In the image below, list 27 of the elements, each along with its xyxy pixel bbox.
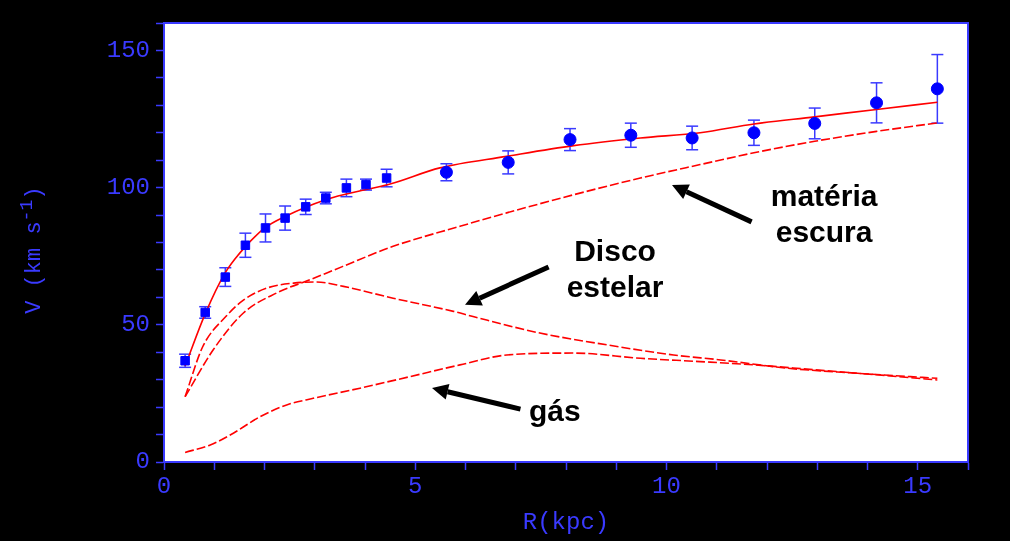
point (240, 240, 251, 250)
point (341, 183, 352, 193)
point (747, 126, 761, 140)
y-tick-label: 100 (106, 173, 150, 201)
point (280, 213, 290, 223)
y-tick-label: 150 (106, 36, 150, 64)
point (260, 223, 271, 233)
x-tick-label: 5 (408, 472, 423, 500)
annotation: gás (528, 394, 581, 428)
point (870, 96, 884, 110)
point (381, 173, 392, 183)
point (300, 202, 311, 212)
point (685, 131, 699, 145)
y-tick-label: 0 (135, 448, 150, 476)
point (930, 82, 944, 96)
x-tick-label: 15 (903, 472, 933, 500)
x-axis-title: R(kpc) (522, 508, 610, 536)
y-tick-label: 50 (121, 311, 150, 339)
annotation: Disco estelar (566, 234, 664, 304)
point (563, 133, 577, 147)
point (624, 128, 638, 142)
point (808, 116, 822, 130)
point (220, 272, 231, 282)
point (501, 155, 515, 169)
x-tick-label: 10 (652, 472, 681, 500)
annotation: matéria escura (770, 178, 878, 248)
x-tick-label: 0 (156, 472, 172, 500)
